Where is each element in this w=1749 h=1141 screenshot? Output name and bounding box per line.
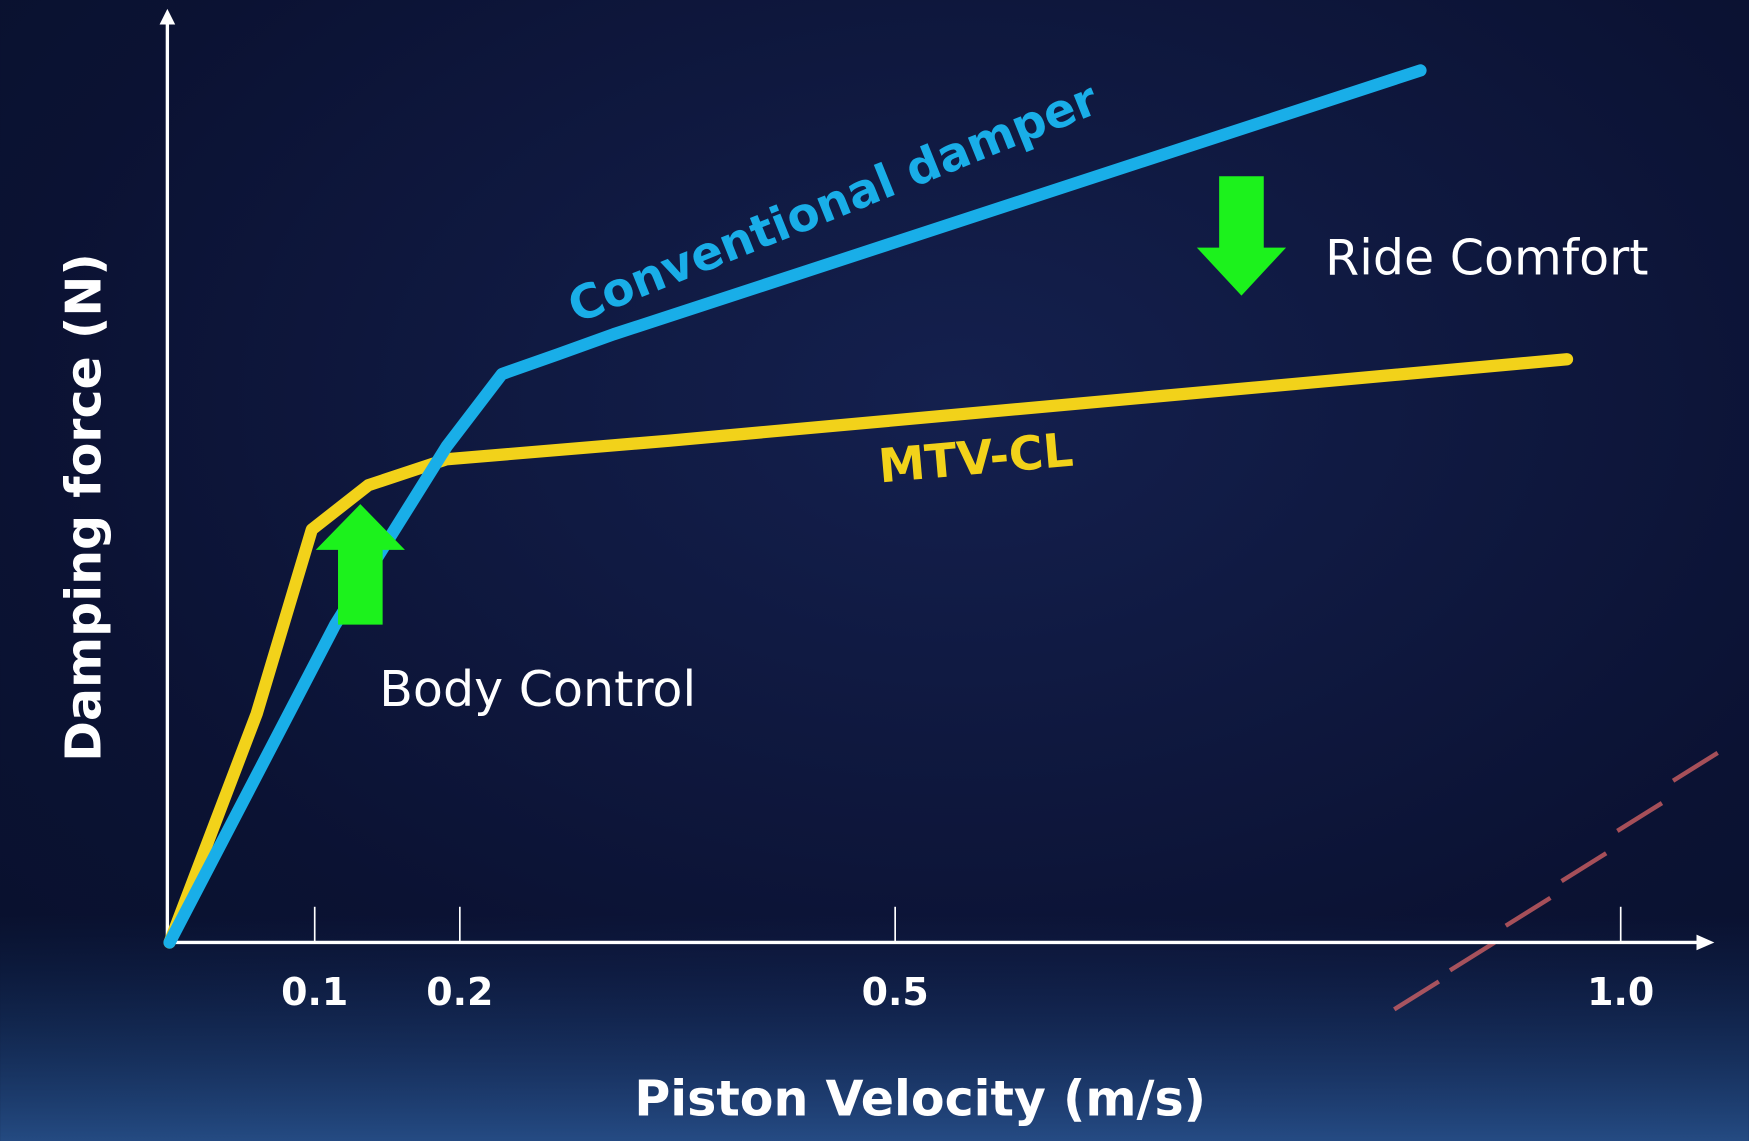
x-tick-label: 0.1 [281, 970, 348, 1014]
x-tick-label: 1.0 [1587, 970, 1654, 1014]
annotation: Body Control [379, 660, 696, 718]
x-axis-title: Piston Velocity (m/s) [634, 1069, 1206, 1127]
chart: Piston Velocity (m/s) Damping force (N) … [0, 0, 1749, 1141]
y-axis-title: Damping force (N) [54, 253, 112, 762]
page: {"chart_data": {"type": "line", "x_label… [0, 0, 1749, 1141]
x-tick-label: 0.5 [862, 970, 929, 1014]
annotation: Ride Comfort [1325, 228, 1648, 286]
x-tick-label: 0.2 [426, 970, 493, 1014]
